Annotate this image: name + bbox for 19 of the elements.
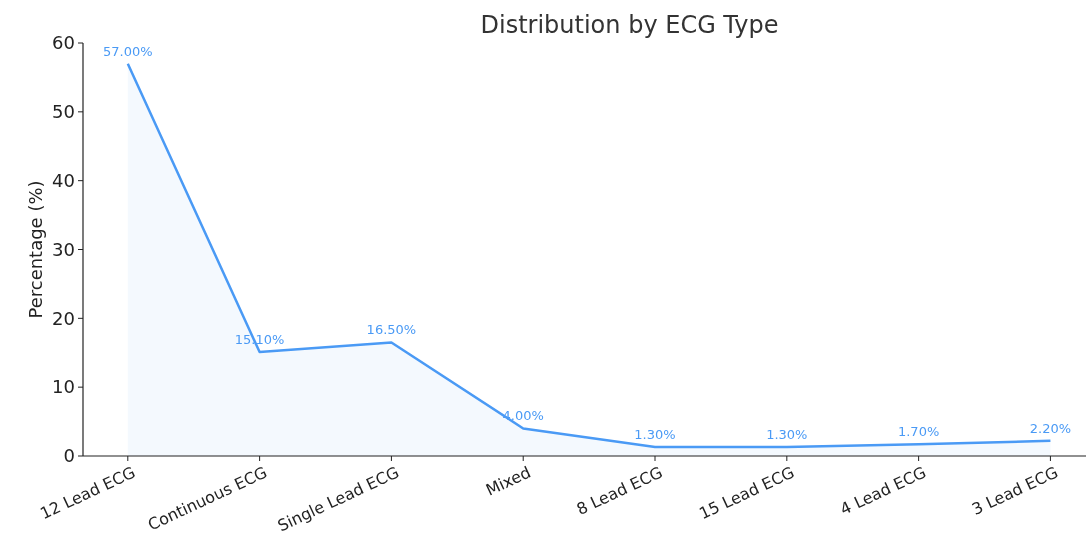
x-tick-label: 3 Lead ECG xyxy=(969,462,1061,519)
x-tick-label: 15 Lead ECG xyxy=(696,462,798,524)
y-tick-label: 40 xyxy=(52,169,75,191)
data-label: 57.00% xyxy=(103,43,153,59)
data-label: 1.30% xyxy=(766,427,808,443)
chart-title: Distribution by ECG Type xyxy=(480,11,779,39)
y-tick-label: 60 xyxy=(52,32,75,54)
x-tick-label: 4 Lead ECG xyxy=(837,462,930,519)
y-tick-label: 10 xyxy=(52,376,75,398)
y-tick-label: 50 xyxy=(52,101,75,123)
data-label: 16.50% xyxy=(366,322,417,338)
y-tick-label: 20 xyxy=(52,307,75,329)
data-label: 1.30% xyxy=(634,427,676,443)
data-label: 1.70% xyxy=(897,424,940,440)
data-label: 2.20% xyxy=(1029,420,1072,436)
y-axis-title: Percentage (%) xyxy=(25,180,46,319)
x-tick-label: 8 Lead ECG xyxy=(573,462,666,519)
x-tick-label: Single Lead ECG xyxy=(274,462,402,536)
y-tick-label: 30 xyxy=(52,238,75,260)
